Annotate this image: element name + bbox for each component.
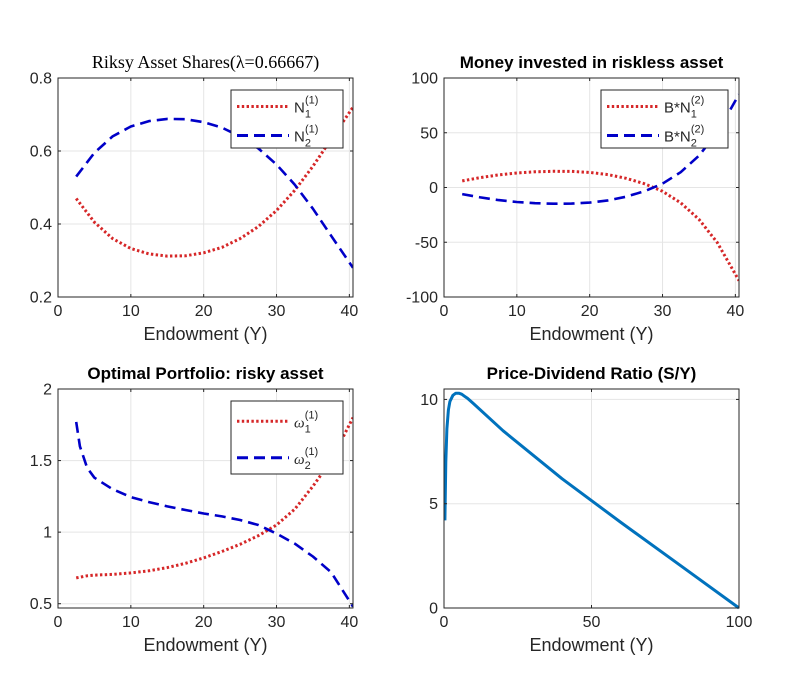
y-tick-label: 10 (420, 392, 438, 409)
x-tick-label: 40 (726, 303, 744, 320)
x-tick-label: 100 (726, 614, 753, 631)
legend: B*N1(2)B*N2(2) (600, 89, 729, 150)
subplot-price-dividend: 0 50 100 0 5 10 Endowment (Y) Price-Dividend Ra… (420, 364, 752, 655)
y-tick-label: 1.5 (30, 453, 52, 470)
legend-subscript: 1 (691, 109, 697, 121)
x-tick-label: 10 (122, 614, 140, 631)
y-tick-label: -100 (406, 290, 438, 307)
y-tick-label: 0 (429, 601, 438, 618)
x-tick-label: 30 (654, 303, 672, 320)
legend-main: B*N (664, 129, 691, 146)
series-line-1 (75, 416, 353, 580)
legend-box (230, 400, 344, 475)
legend-main: ω (294, 452, 305, 468)
legend: ω1(1)ω2(1) (230, 400, 344, 475)
series-line-1 (461, 169, 739, 282)
legend-main: ω (294, 415, 305, 431)
y-tick-label: -50 (415, 235, 438, 252)
legend-superscript: (1) (305, 409, 318, 421)
x-tick-label: 0 (440, 303, 449, 320)
legend-box (230, 89, 344, 149)
series-line-2 (74, 421, 353, 608)
series-line-1 (75, 106, 353, 258)
x-tick-label: 10 (122, 303, 140, 320)
x-axis-label: Endowment (Y) (143, 635, 267, 655)
x-tick-label: 50 (583, 614, 601, 631)
legend-entry-1: N1 (1) (294, 95, 318, 121)
axes-box (57, 77, 354, 298)
x-tick-label: 0 (440, 614, 449, 631)
series-line-1 (444, 391, 739, 610)
legend-superscript: (1) (305, 124, 318, 136)
x-tick-label: 0 (54, 303, 63, 320)
x-tick-label: 0 (54, 614, 63, 631)
subplot-optimal-portfolio: 0 10 20 30 40 0.5 1 1.5 2 Endowment (Y) Optimal Po… (30, 364, 359, 655)
legend-entry-2: ω2 (1) (294, 446, 318, 472)
y-tick-label: 0.4 (30, 217, 52, 234)
legend-entry-2: B*N2 (2) (664, 124, 704, 150)
legend-entry-1: ω1 (1) (294, 409, 318, 435)
legend-subscript: 1 (305, 423, 311, 435)
legend-subscript: 2 (305, 138, 311, 150)
subplot-riskless-shares: 0 10 20 30 40 0.2 0.4 0.6 0.8 Endowment (Y) Riksy … (30, 52, 359, 344)
legend-superscript: (2) (691, 124, 704, 136)
legend-subscript: 1 (305, 109, 311, 121)
y-tick-label: 50 (420, 125, 438, 142)
x-axis-label: Endowment (Y) (529, 635, 653, 655)
x-tick-label: 20 (195, 614, 213, 631)
y-tick-label: 5 (429, 496, 438, 513)
y-tick-label: 0 (429, 180, 438, 197)
legend-main: N (294, 129, 305, 146)
x-axis-label: Endowment (Y) (143, 324, 267, 344)
legend-entry-1: B*N1 (2) (664, 95, 704, 121)
series-line-2 (75, 117, 353, 269)
legend: N1(1)N2(1) (230, 89, 344, 150)
x-tick-label: 10 (508, 303, 526, 320)
chart-title: Optimal Portfolio: risky asset (87, 364, 324, 383)
chart-title: Money invested in riskless asset (460, 53, 724, 72)
subplot-riskless-money: 0 10 20 30 40 -100 -50 0 50 100 Endowment (Y) Money… (406, 53, 744, 344)
legend-entry-2: N2 (1) (294, 124, 318, 150)
legend-superscript: (2) (691, 95, 704, 107)
axes-box (57, 388, 354, 609)
y-tick-label: 100 (411, 71, 438, 88)
y-tick-label: 2 (43, 382, 52, 399)
legend-subscript: 2 (305, 460, 311, 472)
x-tick-label: 20 (195, 303, 213, 320)
series-line-2 (461, 93, 739, 205)
legend-box (600, 89, 729, 149)
x-axis-label: Endowment (Y) (529, 324, 653, 344)
x-tick-label: 40 (340, 614, 358, 631)
y-tick-label: 0.2 (30, 290, 52, 307)
x-tick-label: 30 (268, 303, 286, 320)
x-tick-label: 20 (581, 303, 599, 320)
chart-title: Riksy Asset Shares(λ=0.66667) (92, 52, 319, 73)
legend-superscript: (1) (305, 95, 318, 107)
y-tick-label: 0.8 (30, 71, 52, 88)
y-tick-label: 0.5 (30, 596, 52, 613)
chart-title: Price-Dividend Ratio (S/Y) (487, 364, 697, 383)
legend-main: N (294, 100, 305, 117)
y-tick-label: 0.6 (30, 144, 52, 161)
y-tick-label: 1 (43, 525, 52, 542)
legend-superscript: (1) (305, 446, 318, 458)
legend-main: B*N (664, 100, 691, 117)
x-tick-label: 30 (268, 614, 286, 631)
x-tick-label: 40 (340, 303, 358, 320)
legend-subscript: 2 (691, 138, 697, 150)
